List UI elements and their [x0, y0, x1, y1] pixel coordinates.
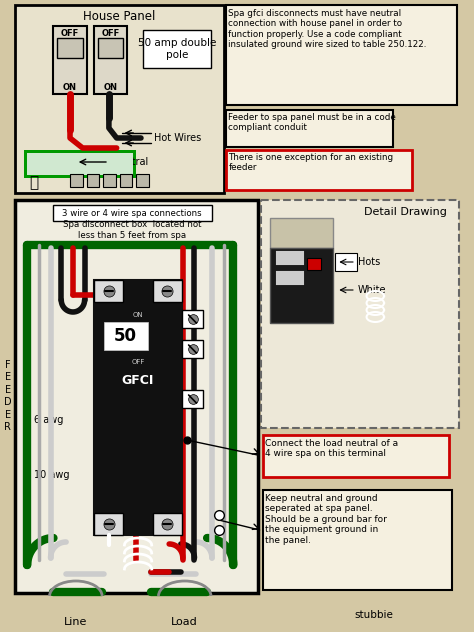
Bar	[182, 310, 203, 328]
Bar	[98, 38, 123, 58]
Bar	[270, 218, 334, 248]
Text: Hot Wires: Hot Wires	[154, 133, 201, 143]
Bar	[226, 5, 457, 105]
Bar	[182, 390, 203, 408]
Bar	[27, 153, 133, 175]
Text: 50 amp double
pole: 50 amp double pole	[138, 38, 216, 60]
Bar	[119, 174, 132, 187]
Bar	[261, 200, 459, 428]
Text: Neutral: Neutral	[112, 157, 148, 167]
Text: Feeder to spa panel must be in a code
compliant conduit: Feeder to spa panel must be in a code co…	[228, 113, 396, 132]
Bar	[143, 30, 211, 68]
Text: ON: ON	[133, 312, 143, 318]
Text: ON: ON	[104, 83, 118, 92]
Bar	[307, 258, 321, 270]
Bar	[15, 200, 258, 593]
Bar	[182, 340, 203, 358]
Text: 6 awg: 6 awg	[34, 415, 64, 425]
Bar	[94, 280, 182, 535]
Bar	[24, 150, 136, 178]
Bar	[70, 174, 82, 187]
Text: Detail Drawing: Detail Drawing	[364, 207, 447, 217]
Text: Spa gfci disconnects must have neutral
connection with house panel in order to
f: Spa gfci disconnects must have neutral c…	[228, 9, 427, 49]
Bar	[226, 110, 393, 147]
Text: Hots: Hots	[358, 257, 380, 267]
Bar	[136, 174, 149, 187]
Text: ⏚: ⏚	[29, 176, 38, 190]
Text: OFF: OFF	[131, 359, 145, 365]
Text: OFF: OFF	[102, 30, 120, 39]
Bar	[87, 174, 99, 187]
Text: ON: ON	[63, 83, 77, 92]
Text: There is one exception for an existing
feeder: There is one exception for an existing f…	[228, 153, 393, 173]
Text: Spa disconnect box  located not
less than 5 feet from spa: Spa disconnect box located not less than…	[63, 221, 201, 240]
Text: stubbie: stubbie	[355, 610, 394, 620]
Bar	[57, 38, 82, 58]
Text: House Panel: House Panel	[83, 11, 155, 23]
Text: F
E
E
D
E
R: F E E D E R	[4, 360, 11, 432]
Text: 3 wire or 4 wire spa connections: 3 wire or 4 wire spa connections	[63, 209, 202, 217]
Text: Load: Load	[172, 617, 198, 627]
Bar	[263, 435, 449, 477]
Text: OFF: OFF	[61, 30, 79, 39]
Bar	[15, 5, 224, 193]
Bar	[104, 322, 148, 350]
Text: Connect the load neutral of a
4 wire spa on this terminal: Connect the load neutral of a 4 wire spa…	[265, 439, 399, 458]
Text: GFCI: GFCI	[122, 374, 154, 387]
Bar	[226, 150, 412, 190]
Text: White: White	[358, 285, 386, 295]
Bar	[54, 26, 87, 94]
Text: Keep neutral and ground
seperated at spa panel.
Should be a ground bar for
the e: Keep neutral and ground seperated at spa…	[265, 494, 387, 545]
Bar	[263, 490, 452, 590]
Bar	[94, 280, 123, 302]
Bar	[54, 205, 212, 221]
Text: Line: Line	[64, 617, 88, 627]
Bar	[275, 270, 304, 285]
Bar	[270, 248, 334, 323]
Bar	[153, 513, 182, 535]
Text: 10 awg: 10 awg	[34, 470, 70, 480]
Bar	[275, 250, 304, 265]
Bar	[94, 513, 123, 535]
Bar	[103, 174, 116, 187]
Bar	[336, 253, 357, 271]
Text: 50: 50	[114, 327, 137, 345]
Bar	[94, 26, 128, 94]
Bar	[153, 280, 182, 302]
